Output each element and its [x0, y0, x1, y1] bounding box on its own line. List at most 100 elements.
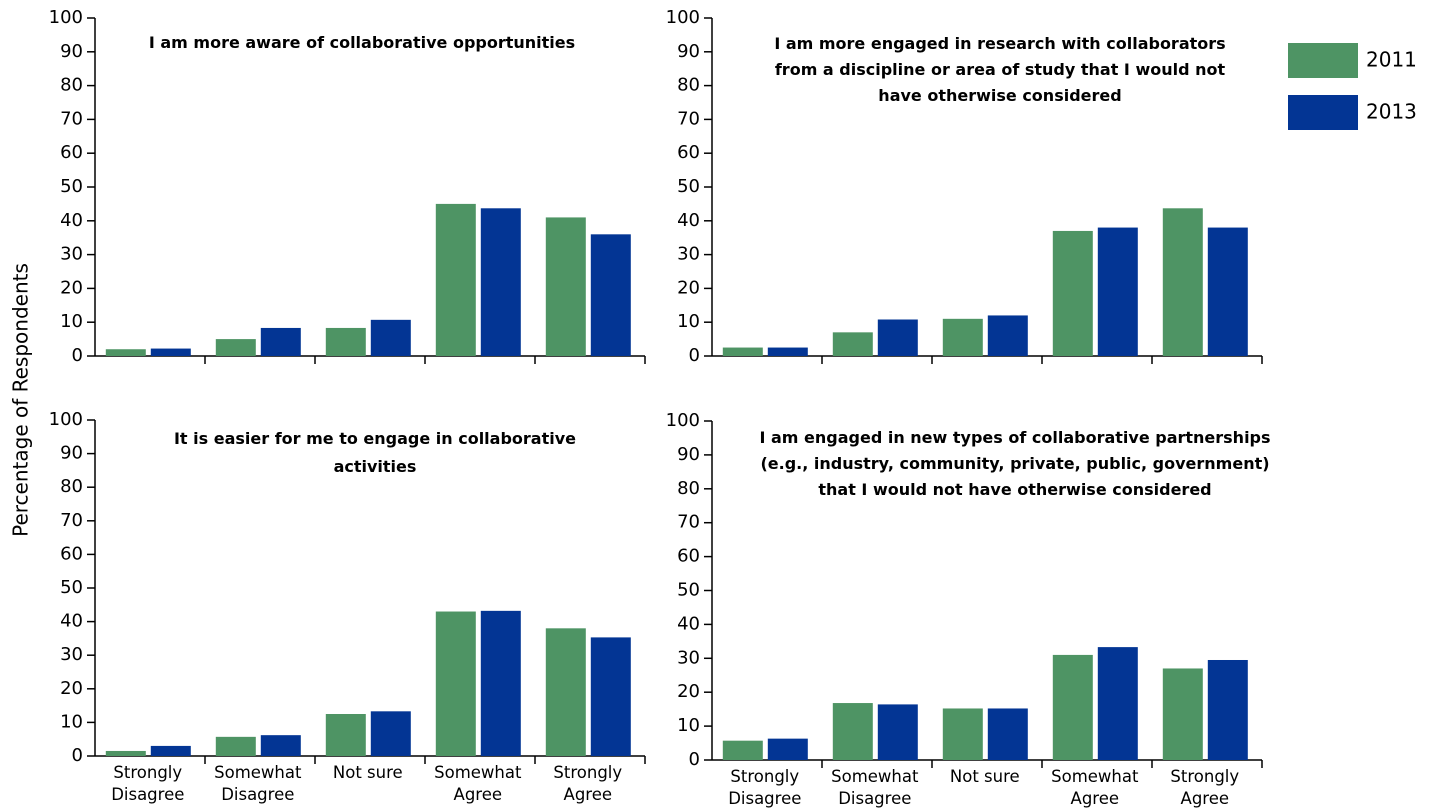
- y-tick-label: 10: [677, 715, 700, 736]
- y-tick-label: 80: [677, 75, 700, 96]
- y-tick-label: 0: [72, 345, 83, 366]
- bar: [877, 319, 918, 356]
- bar: [590, 234, 631, 356]
- bar: [105, 349, 146, 356]
- y-tick-label: 60: [677, 546, 700, 567]
- bar: [1097, 647, 1138, 760]
- y-tick-label: 10: [60, 311, 83, 332]
- bar: [435, 203, 476, 356]
- bar: [832, 332, 873, 356]
- chart-title: I am more aware of collaborative opportu…: [148, 33, 576, 52]
- bar: [832, 703, 873, 760]
- bar: [150, 745, 191, 756]
- x-tick-label: Strongly Disagree: [728, 767, 802, 808]
- bar: [942, 318, 983, 356]
- y-tick-label: 0: [689, 345, 700, 366]
- y-tick-label: 30: [677, 647, 700, 668]
- chart-title: I am engaged in new types of collaborati…: [759, 428, 1271, 499]
- bar: [942, 708, 983, 760]
- y-tick-label: 70: [60, 510, 83, 531]
- y-tick-label: 50: [677, 176, 700, 197]
- y-tick-label: 50: [60, 176, 83, 197]
- y-tick-label: 30: [60, 244, 83, 265]
- legend-label: 2013: [1366, 100, 1417, 124]
- y-tick-label: 20: [677, 681, 700, 702]
- y-tick-label: 10: [677, 311, 700, 332]
- bar: [545, 628, 586, 756]
- bar: [1207, 227, 1248, 356]
- chart-title: I am more engaged in research with colla…: [774, 34, 1226, 105]
- bar: [325, 327, 366, 356]
- bar: [370, 711, 411, 756]
- y-tick-label: 10: [60, 711, 83, 732]
- y-tick-label: 80: [60, 75, 83, 96]
- y-tick-label: 70: [60, 108, 83, 129]
- y-tick-label: 90: [677, 41, 700, 62]
- y-tick-label: 40: [677, 210, 700, 231]
- legend-swatch: [1288, 43, 1358, 78]
- bar: [545, 217, 586, 356]
- x-tick-label: Strongly Agree: [1170, 767, 1240, 808]
- bar: [987, 708, 1028, 760]
- y-tick-label: 40: [60, 210, 83, 231]
- bar: [1207, 659, 1248, 760]
- x-tick-label: Somewhat Agree: [434, 763, 522, 804]
- y-tick-label: 60: [60, 543, 83, 564]
- y-tick-label: 80: [60, 476, 83, 497]
- bar: [1162, 208, 1203, 356]
- y-tick-label: 90: [60, 41, 83, 62]
- y-tick-label: 50: [677, 580, 700, 601]
- y-tick-label: 30: [60, 644, 83, 665]
- y-tick-label: 100: [49, 409, 83, 430]
- bar: [325, 714, 366, 756]
- y-tick-label: 60: [677, 142, 700, 163]
- y-tick-label: 70: [677, 512, 700, 533]
- bar: [1097, 227, 1138, 356]
- bar: [722, 347, 763, 356]
- x-tick-label: Not sure: [949, 767, 1020, 786]
- bar: [480, 208, 521, 356]
- y-tick-label: 50: [60, 577, 83, 598]
- y-tick-label: 100: [666, 410, 700, 431]
- y-tick-label: 70: [677, 108, 700, 129]
- bar: [767, 738, 808, 760]
- bar: [215, 339, 256, 356]
- bar: [260, 327, 301, 356]
- legend-label: 2011: [1366, 48, 1417, 72]
- y-tick-label: 0: [689, 749, 700, 770]
- bar: [150, 348, 191, 356]
- x-tick-label: Not sure: [332, 763, 403, 782]
- y-tick-label: 90: [60, 443, 83, 464]
- bar: [767, 347, 808, 356]
- bar: [105, 750, 146, 756]
- y-tick-label: 0: [72, 745, 83, 766]
- y-tick-label: 80: [677, 478, 700, 499]
- y-tick-label: 20: [60, 277, 83, 298]
- bar: [877, 704, 918, 760]
- y-axis-label: Percentage of Respondents: [9, 263, 33, 537]
- bar: [1162, 668, 1203, 760]
- y-tick-label: 20: [60, 678, 83, 699]
- x-tick-label: Strongly Disagree: [111, 763, 185, 804]
- bar: [370, 319, 411, 356]
- x-tick-label: Strongly Agree: [553, 763, 623, 804]
- y-tick-label: 40: [60, 611, 83, 632]
- bar: [590, 637, 631, 756]
- y-tick-label: 20: [677, 277, 700, 298]
- bar: [215, 736, 256, 756]
- y-tick-label: 90: [677, 444, 700, 465]
- chart-title: It is easier for me to engage in collabo…: [173, 429, 577, 476]
- x-tick-label: Somewhat Agree: [1051, 767, 1139, 808]
- y-tick-label: 30: [677, 244, 700, 265]
- bar: [722, 740, 763, 760]
- x-tick-label: Somewhat Disagree: [831, 767, 919, 808]
- y-tick-label: 60: [60, 142, 83, 163]
- x-tick-label: Somewhat Disagree: [214, 763, 302, 804]
- bar: [987, 315, 1028, 356]
- y-tick-label: 40: [677, 613, 700, 634]
- bar: [1052, 654, 1093, 760]
- bar: [435, 611, 476, 756]
- y-tick-label: 100: [49, 7, 83, 28]
